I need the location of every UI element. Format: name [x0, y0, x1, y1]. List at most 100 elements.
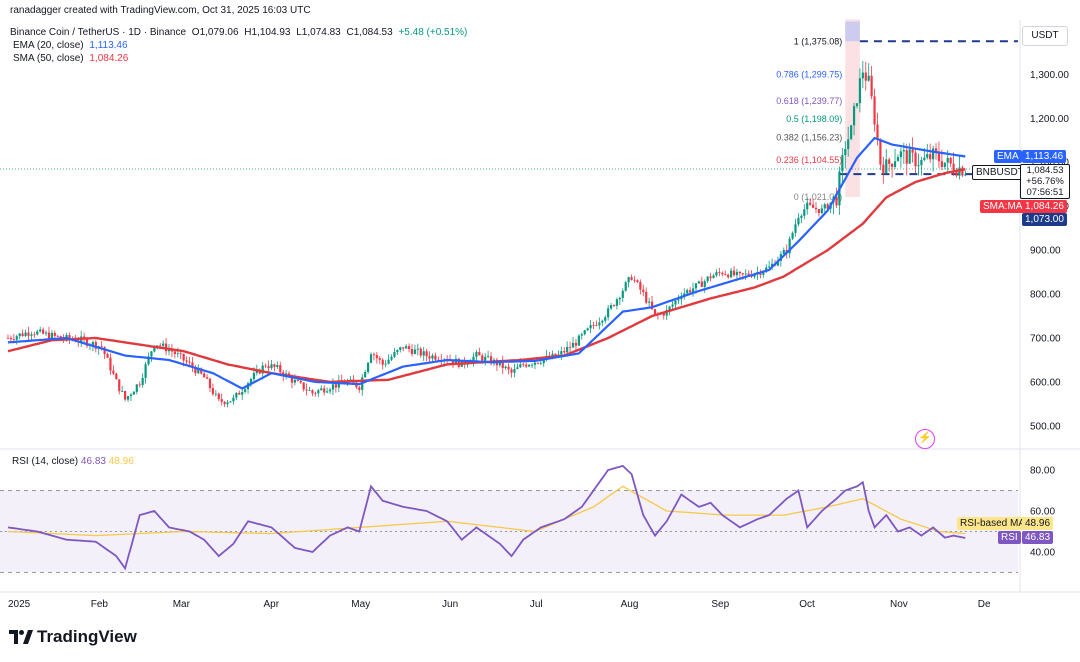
candle-body	[141, 377, 144, 386]
time-tick-label: Apr	[263, 599, 279, 610]
candle-body	[402, 347, 405, 349]
candle-body	[320, 388, 323, 391]
rsi-ma-line	[7, 485, 966, 537]
candle-body	[106, 354, 109, 358]
candle-body	[36, 331, 39, 335]
candle-body	[273, 364, 276, 367]
candle-body	[229, 401, 232, 403]
rsi-tick-label: 60.00	[1030, 507, 1055, 518]
candle-body	[855, 103, 859, 107]
candle-body	[703, 281, 706, 287]
candle-body	[369, 354, 373, 363]
candle-body	[563, 351, 566, 353]
candle-body	[671, 304, 674, 307]
rsi-tag-name: RSI	[998, 531, 1021, 544]
candle-body	[554, 353, 557, 357]
fib-box-red	[845, 19, 860, 197]
candle-body	[375, 355, 378, 359]
candle-body	[91, 342, 94, 346]
candle-body	[249, 379, 253, 384]
candle-body	[794, 224, 797, 233]
candle-body	[835, 196, 838, 206]
ema-value: 1,113.46	[89, 40, 128, 51]
currency-selector[interactable]: USDT	[1022, 26, 1068, 46]
candle-body	[39, 329, 42, 332]
candle-body	[686, 290, 689, 294]
candle-body	[214, 393, 217, 395]
candle-body	[481, 355, 484, 361]
candle-body	[422, 351, 425, 356]
candle-body	[580, 334, 583, 336]
time-tick-label: Aug	[621, 599, 639, 610]
candle-body	[416, 348, 419, 350]
candle-body	[850, 125, 853, 140]
candle-body	[893, 161, 897, 167]
ohlc-low: L1,074.83	[296, 27, 341, 38]
candle-body	[817, 209, 821, 214]
rsi-tick-label: 40.00	[1030, 548, 1055, 559]
fib-box-blue	[845, 21, 860, 42]
candle-body	[691, 288, 695, 293]
candle-body	[159, 345, 162, 347]
candle-body	[308, 390, 311, 392]
candle-body	[630, 277, 633, 280]
candle-body	[326, 391, 329, 393]
candle-body	[153, 345, 156, 352]
fib-level-label: 0.5 (1,198.09)	[786, 114, 842, 124]
candle-body	[387, 359, 390, 364]
candle-body	[121, 391, 124, 392]
candle-body	[844, 148, 847, 156]
candle-body	[501, 360, 504, 369]
candle-body	[205, 377, 209, 379]
candle-body	[399, 347, 402, 351]
ohlc-close: C1,084.53	[346, 27, 393, 38]
lightning-icon[interactable]: ⚡	[915, 429, 935, 449]
rsi-value: 46.83	[80, 456, 106, 467]
candle-body	[592, 325, 595, 326]
candle-body	[536, 362, 539, 364]
candle-body	[366, 362, 370, 373]
candle-body	[908, 149, 911, 164]
candle-body	[642, 289, 645, 292]
rsi-legend: RSI (14, close) 46.83 48.96	[12, 456, 134, 467]
candle-body	[156, 345, 159, 347]
candle-body	[633, 279, 636, 281]
price-tick-label: 600.00	[1030, 377, 1061, 388]
candle-body	[223, 401, 226, 405]
rsi-ma-tag-value: 48.96	[1022, 517, 1054, 530]
candle-body	[712, 275, 715, 279]
candle-body	[68, 335, 71, 339]
candle-body	[601, 320, 604, 323]
candle-body	[914, 152, 917, 167]
candle-body	[615, 299, 619, 306]
candle-body	[135, 384, 138, 392]
candle-body	[648, 301, 651, 303]
sma-legend: SMA (50, close) 1,084.26	[13, 53, 131, 64]
candle-body	[566, 346, 569, 353]
candle-body	[507, 366, 510, 370]
sma-value: 1,084.26	[89, 53, 129, 64]
candle-body	[680, 297, 683, 300]
candle-body	[533, 362, 537, 365]
candle-body	[768, 266, 771, 268]
candle-body	[112, 370, 115, 374]
candle-body	[668, 306, 671, 310]
candle-body	[6, 338, 10, 339]
tradingview-logo-icon	[9, 630, 33, 644]
candle-body	[188, 361, 191, 363]
candle-body	[636, 280, 639, 282]
candle-body	[261, 365, 264, 374]
candle-body	[820, 208, 823, 214]
candle-body	[381, 359, 384, 365]
candle-body	[9, 338, 13, 340]
candle-body	[937, 152, 941, 162]
tradingview-logo[interactable]: TradingView	[9, 627, 137, 647]
price-tick-label: 800.00	[1030, 290, 1061, 301]
candle-body	[364, 372, 367, 378]
rsi-tick-label: 80.00	[1030, 466, 1055, 477]
price-tick-label: 500.00	[1030, 421, 1061, 432]
candle-body	[407, 346, 411, 350]
candle-body	[434, 355, 437, 360]
candle-body	[53, 332, 56, 336]
